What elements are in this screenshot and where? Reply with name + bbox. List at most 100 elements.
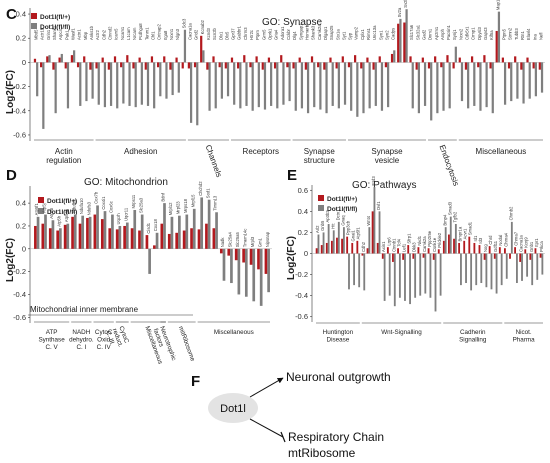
bar-wt-ppp3cb — [346, 236, 349, 254]
respiratory-chain-label: Respiratory Chain — [288, 430, 384, 444]
bar-ko-tubb3 — [516, 62, 519, 99]
y-tick-label: 0.4 — [16, 10, 26, 19]
gene-label: Grm5 — [261, 29, 266, 40]
bar-ko-gnb1 — [531, 253, 534, 286]
gene-label: Cacna1a — [519, 235, 524, 252]
bar-ko-chchd2 — [200, 197, 204, 249]
gene-label: Ctnnd2 — [107, 26, 112, 40]
gene-label: Gnaq — [340, 215, 345, 226]
gene-label: Mrpl15 — [190, 194, 195, 207]
bar-wt-gria4 — [273, 62, 277, 69]
bar-ko-itpr1 — [536, 253, 539, 280]
gene-label: Gnai1 — [351, 230, 356, 242]
y-tick-label: -0.4 — [13, 290, 26, 299]
gene-label: Gnb5 — [320, 220, 325, 231]
gene-label: Wasf1 — [71, 28, 76, 40]
gene-label: Syp — [348, 32, 353, 40]
bar-wt-rtn1 — [520, 62, 523, 70]
gene-label: Syt1 — [341, 31, 346, 40]
bar-wt-nog — [483, 253, 486, 260]
bar-ko-cckbr — [288, 62, 291, 102]
y-axis-label-e: Log2(FC) — [286, 236, 297, 280]
bar-wt-nipsnap — [264, 248, 268, 274]
group-label: Receptors — [243, 147, 279, 156]
gene-label: Nkd1 — [417, 235, 422, 245]
bar-ko-tgfb2 — [454, 223, 457, 254]
bar-ko-actr1b — [42, 62, 45, 129]
y-tick-label: -0.2 — [13, 82, 26, 91]
gene-label: Sv2a — [397, 7, 402, 17]
bar-ko-lef1 — [404, 253, 406, 301]
bar-ko-amph — [442, 62, 445, 111]
gene-label: Fzd3 — [371, 176, 376, 186]
bar-ko-smad3 — [449, 216, 452, 254]
bar-wt-ptpn5 — [501, 57, 504, 63]
bar-wt-axin1 — [381, 253, 384, 259]
bar-ko-mrpl3 — [252, 248, 256, 302]
gene-label: Ctnnb1 — [391, 238, 396, 252]
bar-ko-nipsnap — [267, 248, 270, 293]
bar-wt-mrpl12 — [167, 233, 171, 249]
gene-label: Cdh2 — [101, 29, 106, 40]
bar-ko-slc17a6 — [411, 62, 414, 109]
bar-ko-actr2 — [97, 62, 100, 105]
bar-ko-dctn1 — [337, 221, 340, 254]
gene-label: Nog — [483, 244, 488, 252]
gene-label: Grid2 — [194, 29, 199, 40]
gene-label: Chrnb2 — [508, 206, 513, 220]
gene-label: Tcf4 — [396, 238, 401, 246]
bar-ko-dnm1 — [430, 62, 433, 121]
bar-wt-cntnap2 — [156, 62, 160, 68]
gene-label: Vamp2 — [354, 26, 359, 40]
bar-wt-camk2a — [317, 62, 320, 68]
gene-label: Scn2b — [212, 27, 217, 40]
gene-label: Tmem14c — [242, 229, 247, 248]
gene-label: Dvl1 — [376, 201, 381, 210]
bar-ko-kif5a — [491, 62, 494, 114]
bar-ko-dlx1 — [220, 62, 223, 99]
bar-ko-ctnnd2 — [109, 62, 113, 106]
bar-wt-dlx1 — [218, 62, 221, 68]
gene-label: Nefl — [538, 32, 543, 40]
gene-label: Atp5h — [57, 215, 62, 227]
bar-wt-atp5h — [56, 230, 60, 249]
gene-label: Nrcam — [132, 27, 137, 40]
bar-wt-cckbr — [286, 62, 289, 68]
bar-wt-kcnd3 — [206, 62, 209, 70]
bar-ko-gnai1 — [353, 253, 355, 286]
bar-ko-tenm1 — [146, 62, 150, 106]
bar-ko-timm13 — [215, 212, 218, 249]
bar-ko-wnt4 — [368, 227, 371, 254]
gene-label: Stmn2 — [508, 27, 513, 40]
bar-ko-map1b — [497, 11, 501, 63]
bar-wt-tenm1 — [144, 62, 147, 70]
gene-label: Dpysl3 — [477, 27, 482, 40]
bar-wt-dvl1 — [376, 242, 379, 254]
bar-wt-id3 — [478, 245, 481, 254]
gene-label: Gpr37 — [231, 28, 236, 40]
bar-wt-nadk — [219, 248, 223, 254]
bar-ko-grm5 — [263, 62, 267, 110]
bar-wt-cdk5r1 — [464, 62, 468, 70]
gene-label: Prickle2 — [437, 232, 442, 248]
bar-ko-cplx1 — [362, 62, 365, 114]
bar-ko-nefl — [540, 62, 544, 93]
bar-ko-bdnf — [163, 203, 166, 249]
gene-label: Crmp1 — [471, 27, 476, 40]
gene-label: Shank3 — [311, 25, 316, 40]
group-label: Nicot. Pharma — [513, 329, 536, 344]
bar-ko-nkd1 — [419, 253, 422, 296]
bar-wt-sod1 — [205, 223, 208, 249]
gene-label: Lef1 — [402, 243, 407, 252]
bar-wt-kif5a — [489, 62, 492, 69]
legend-label-wt: Dot1l(fl/+) — [40, 14, 70, 21]
bar-ko-chrd — [490, 253, 493, 290]
bar-ko-cacna1a — [521, 253, 523, 281]
bar-ko-kcnj9 — [526, 253, 529, 277]
gene-label: Csnk1e — [432, 237, 437, 252]
bar-ko-pacsin1 — [448, 62, 451, 109]
panel-letter-e: E — [287, 167, 297, 184]
bar-wt-mrpl23 — [175, 232, 179, 249]
gene-label: Dkk3 — [412, 242, 417, 252]
